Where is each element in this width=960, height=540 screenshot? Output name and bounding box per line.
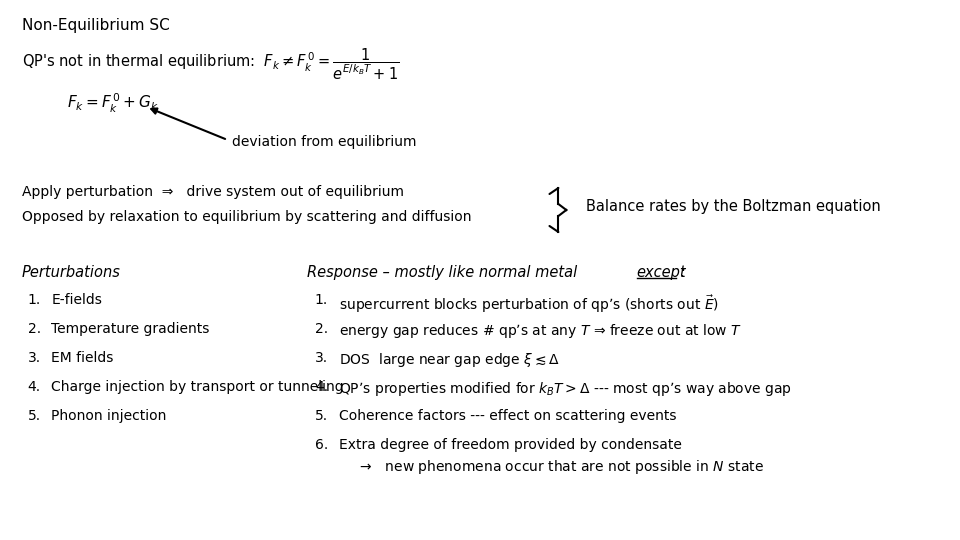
Text: :: : bbox=[676, 265, 685, 280]
Text: Opposed by relaxation to equilibrium by scattering and diffusion: Opposed by relaxation to equilibrium by … bbox=[22, 210, 471, 224]
Text: Temperature gradients: Temperature gradients bbox=[52, 322, 210, 336]
Text: Perturbations: Perturbations bbox=[22, 265, 121, 280]
Text: QP’s properties modified for $k_B T > \Delta$ --- most qp’s way above gap: QP’s properties modified for $k_B T > \D… bbox=[339, 380, 792, 398]
Text: $F_k = F_k^{\,0} + G_k$: $F_k = F_k^{\,0} + G_k$ bbox=[67, 92, 159, 115]
Text: Non-Equilibrium SC: Non-Equilibrium SC bbox=[22, 18, 170, 33]
Text: 3.: 3. bbox=[28, 351, 41, 365]
Text: deviation from equilibrium: deviation from equilibrium bbox=[231, 135, 417, 149]
Text: 5.: 5. bbox=[28, 409, 41, 423]
Text: Extra degree of freedom provided by condensate: Extra degree of freedom provided by cond… bbox=[339, 438, 682, 452]
Text: QP's not in thermal equilibrium:  $F_k \neq F_k^{\,0} = \dfrac{1}{e^{E/k_BT}+1}$: QP's not in thermal equilibrium: $F_k \n… bbox=[22, 47, 399, 82]
Text: 2.: 2. bbox=[315, 322, 328, 336]
Text: DOS  large near gap edge $\xi \lesssim \Delta$: DOS large near gap edge $\xi \lesssim \D… bbox=[339, 351, 560, 369]
Text: 3.: 3. bbox=[315, 351, 328, 365]
Text: except: except bbox=[636, 265, 686, 280]
Text: Balance rates by the Boltzman equation: Balance rates by the Boltzman equation bbox=[587, 199, 881, 214]
Text: 5.: 5. bbox=[315, 409, 328, 423]
Text: 6.: 6. bbox=[315, 438, 328, 452]
Text: Charge injection by transport or tunneling: Charge injection by transport or tunneli… bbox=[52, 380, 344, 394]
Text: 4.: 4. bbox=[28, 380, 41, 394]
Text: energy gap reduces # qp’s at any $T$ ⇒ freeze out at low $T$: energy gap reduces # qp’s at any $T$ ⇒ f… bbox=[339, 322, 741, 340]
Text: Coherence factors --- effect on scattering events: Coherence factors --- effect on scatteri… bbox=[339, 409, 676, 423]
Text: 1.: 1. bbox=[28, 293, 41, 307]
Text: →   new phenomena occur that are not possible in $N$ state: → new phenomena occur that are not possi… bbox=[351, 458, 764, 476]
Text: EM fields: EM fields bbox=[52, 351, 114, 365]
Text: 1.: 1. bbox=[315, 293, 328, 307]
Text: E-fields: E-fields bbox=[52, 293, 103, 307]
Text: Apply perturbation  ⇒   drive system out of equilibrium: Apply perturbation ⇒ drive system out of… bbox=[22, 185, 404, 199]
Text: 4.: 4. bbox=[315, 380, 328, 394]
Text: Response – mostly like normal metal: Response – mostly like normal metal bbox=[307, 265, 582, 280]
Text: 2.: 2. bbox=[28, 322, 41, 336]
Text: supercurrent blocks perturbation of qp’s (shorts out $\vec{E}$): supercurrent blocks perturbation of qp’s… bbox=[339, 293, 719, 315]
Text: Phonon injection: Phonon injection bbox=[52, 409, 167, 423]
